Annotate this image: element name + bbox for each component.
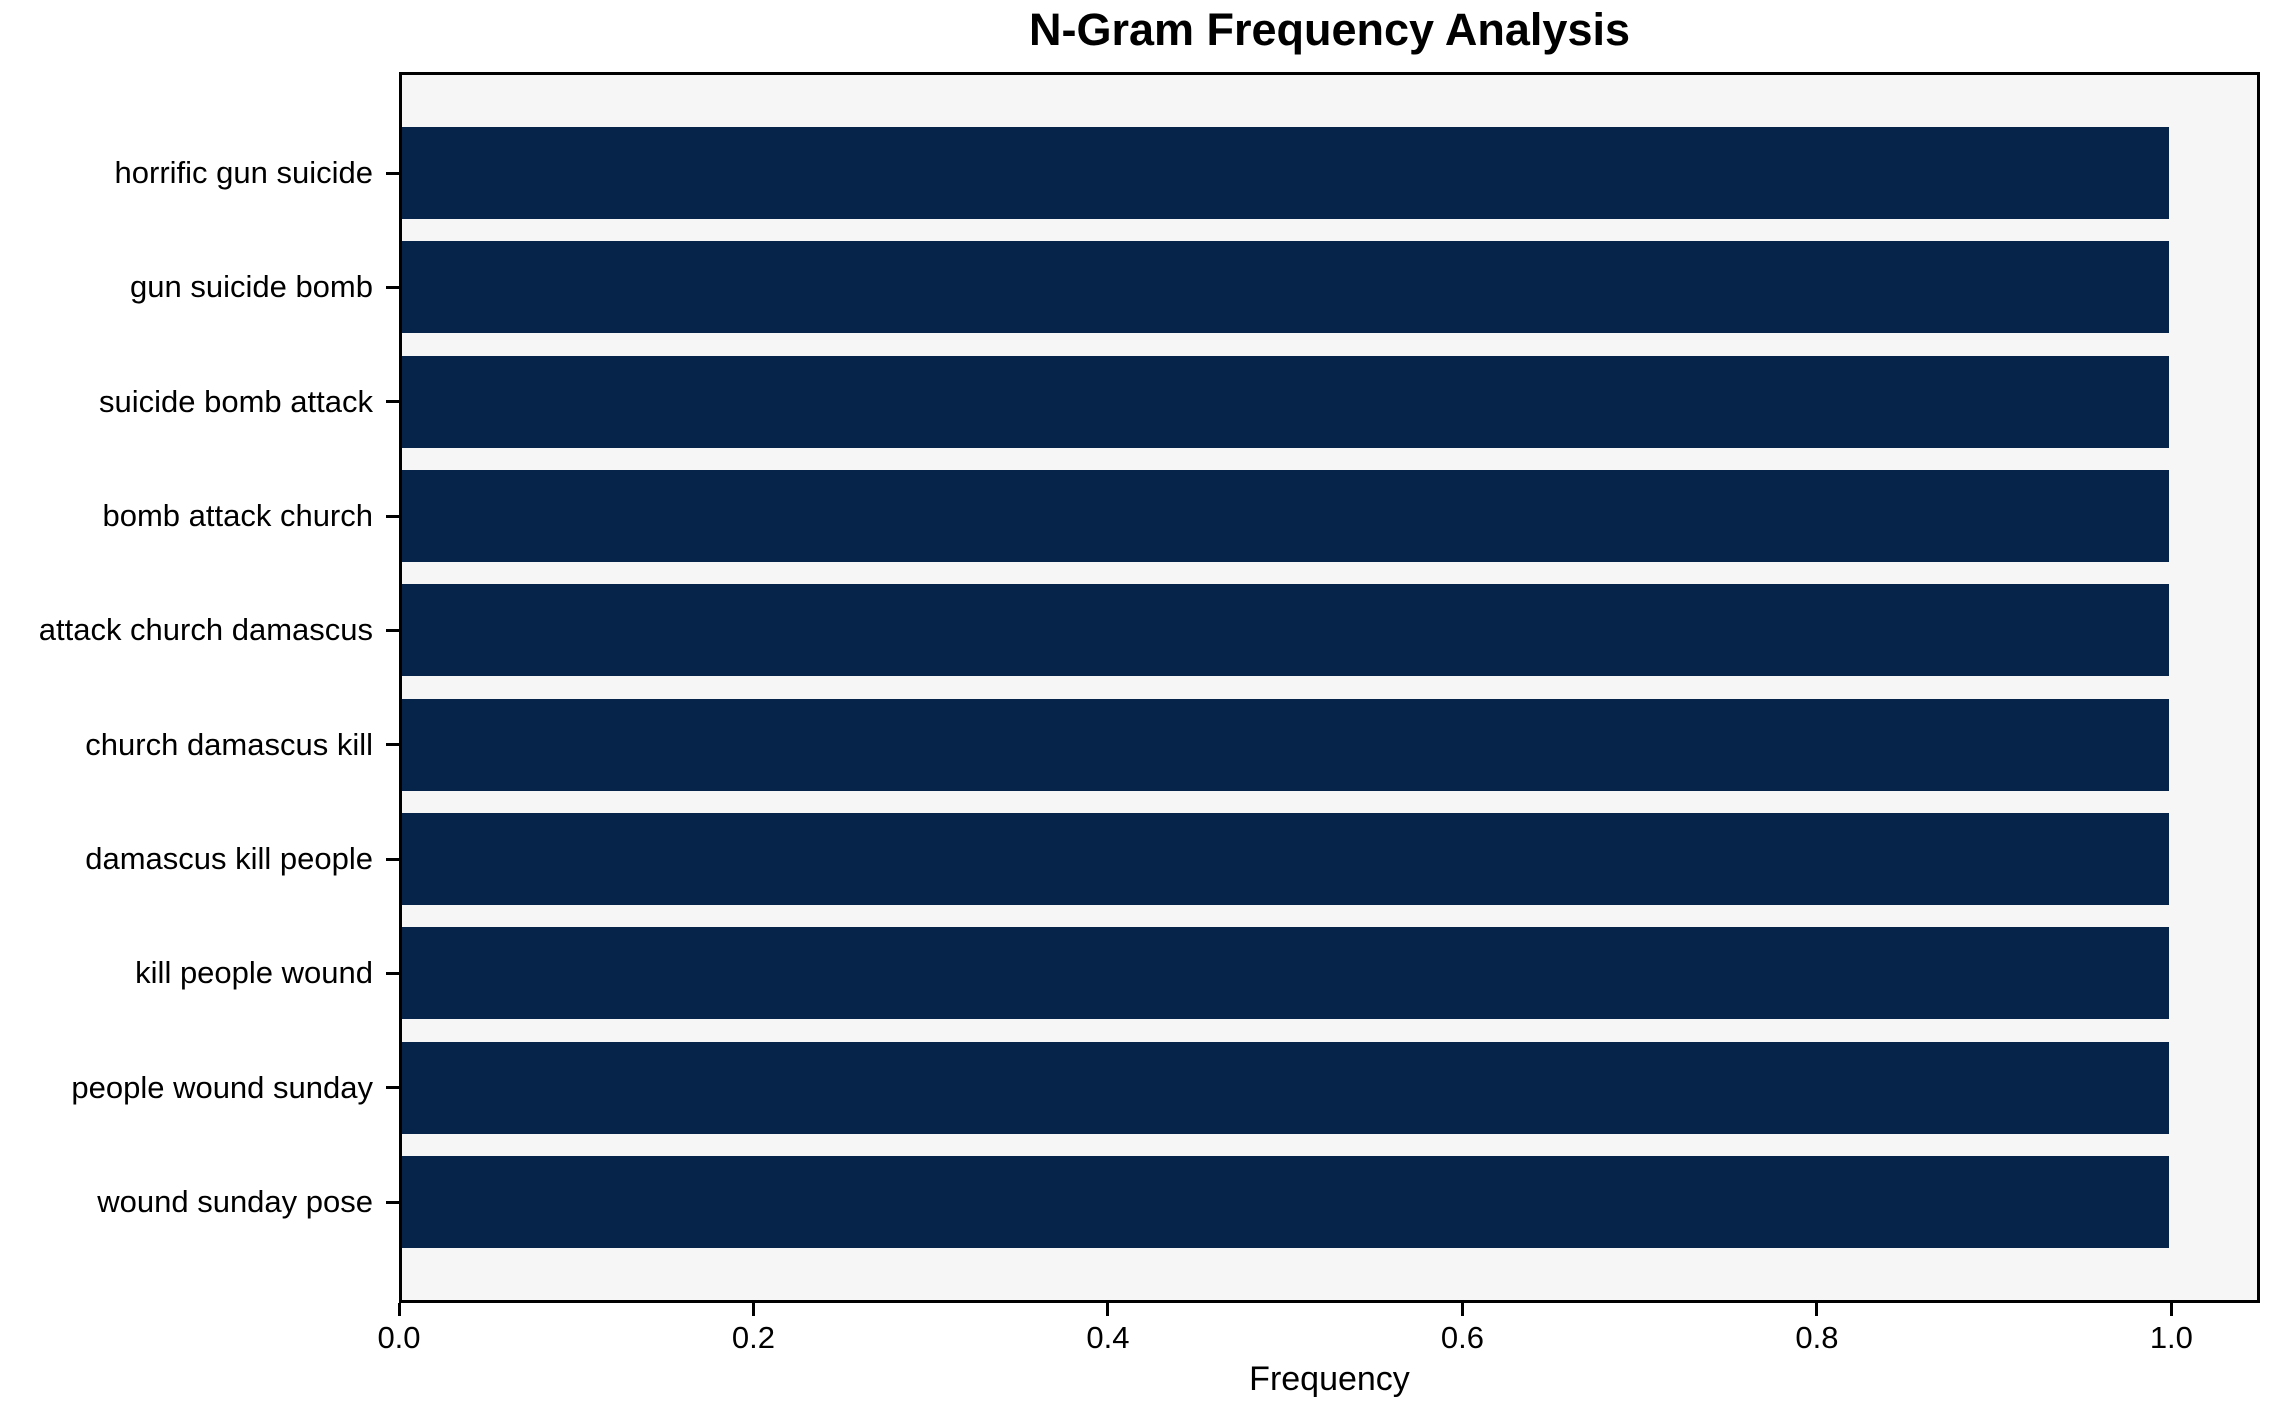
plot-area (399, 72, 2260, 1303)
x-tick-label: 0.6 (1440, 1320, 1484, 1355)
y-tick-mark (386, 514, 399, 518)
y-tick-mark (386, 171, 399, 175)
y-tick-label: attack church damascus (38, 612, 373, 648)
x-tick-mark (2169, 1303, 2173, 1316)
y-tick-mark (386, 857, 399, 861)
bar (402, 1156, 2169, 1248)
y-tick-mark (386, 1086, 399, 1090)
y-tick-label: wound sunday pose (97, 1184, 373, 1219)
x-tick-label: 0.8 (1795, 1320, 1839, 1355)
x-tick-mark (1106, 1303, 1110, 1316)
y-tick-label: kill people wound (135, 955, 373, 991)
y-tick-label: gun suicide bomb (130, 269, 373, 305)
y-tick-mark (386, 971, 399, 975)
y-tick-mark (386, 400, 399, 404)
x-tick-mark (751, 1303, 755, 1316)
bar (402, 927, 2169, 1020)
bar (402, 355, 2169, 448)
x-tick-mark (1815, 1303, 1819, 1316)
x-axis-label: Frequency (1249, 1360, 1410, 1398)
y-tick-label: damascus kill people (85, 841, 373, 876)
y-tick-label: horrific gun suicide (114, 155, 373, 190)
y-tick-mark (386, 628, 399, 632)
x-tick-label: 0.4 (1086, 1320, 1130, 1355)
x-tick-label: 0.0 (377, 1320, 421, 1355)
y-tick-mark (386, 285, 399, 289)
bar (402, 698, 2169, 791)
x-tick-label: 1.0 (2149, 1320, 2193, 1355)
y-tick-mark (386, 1200, 399, 1204)
y-tick-label: church damascus kill (85, 726, 373, 762)
y-tick-label: bomb attack church (102, 498, 373, 533)
x-tick-label: 0.2 (731, 1320, 776, 1355)
bar (402, 584, 2169, 677)
bar (402, 813, 2169, 905)
x-tick-mark (397, 1303, 401, 1316)
y-tick-label: people wound sunday (71, 1069, 373, 1105)
x-tick-mark (1460, 1303, 1464, 1316)
chart-title: N-Gram Frequency Analysis (1028, 4, 1631, 55)
bar (402, 1041, 2169, 1134)
bar (402, 470, 2169, 562)
y-tick-label: suicide bomb attack (99, 383, 373, 419)
y-tick-mark (386, 743, 399, 747)
bar (402, 127, 2169, 219)
bar (402, 241, 2169, 334)
